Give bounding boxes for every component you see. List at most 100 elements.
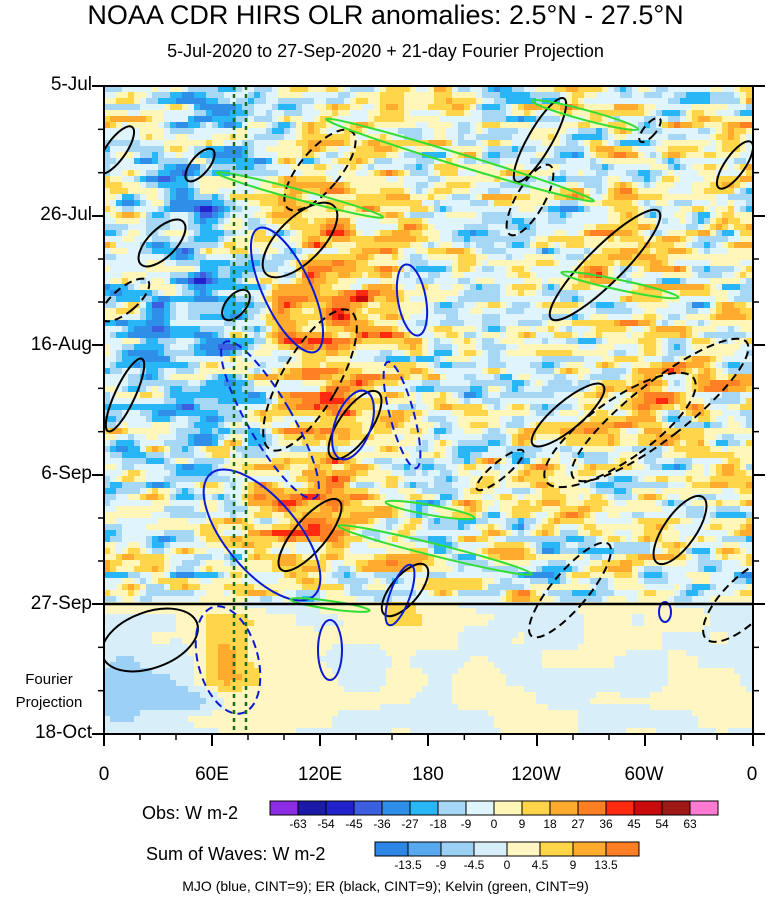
field-cell <box>440 248 447 255</box>
field-cell <box>260 284 267 291</box>
field-cell <box>740 266 747 273</box>
field-cell <box>182 272 189 279</box>
field-cell <box>170 278 177 285</box>
field-cell <box>692 332 699 339</box>
field-cell <box>278 194 285 201</box>
field-cell <box>734 122 741 129</box>
field-cell <box>248 152 255 159</box>
field-cell <box>308 314 315 321</box>
field-cell <box>668 86 675 93</box>
field-cell <box>380 284 387 291</box>
field-cell <box>296 92 303 99</box>
field-cell <box>554 194 561 201</box>
field-cell <box>182 152 189 159</box>
field-cell <box>338 194 345 201</box>
field-cell <box>116 290 123 297</box>
field-cell <box>152 290 159 297</box>
field-cell <box>368 122 375 129</box>
field-cell <box>230 344 237 351</box>
field-cell <box>188 200 195 207</box>
field-cell <box>104 338 111 345</box>
field-cell <box>308 338 315 345</box>
field-cell <box>566 182 573 189</box>
field-cell <box>554 290 561 297</box>
field-cell <box>524 332 531 339</box>
field-cell <box>488 308 495 315</box>
field-cell <box>530 350 537 357</box>
field-cell <box>374 326 381 333</box>
field-cell <box>218 344 225 351</box>
field-cell <box>158 212 165 219</box>
field-cell <box>722 284 729 291</box>
field-cell <box>164 164 171 171</box>
field-cell <box>296 140 303 147</box>
field-cell <box>722 242 729 249</box>
field-cell <box>452 242 459 249</box>
field-cell <box>704 146 711 153</box>
field-cell <box>398 116 405 123</box>
field-cell <box>344 332 351 339</box>
field-cell <box>740 236 747 243</box>
field-cell <box>452 332 459 339</box>
field-cell <box>710 158 717 165</box>
field-cell <box>248 326 255 333</box>
field-cell <box>620 290 627 297</box>
field-cell <box>158 164 165 171</box>
field-cell <box>128 338 135 345</box>
field-cell <box>128 200 135 207</box>
field-cell <box>158 92 165 99</box>
field-cell <box>314 194 321 201</box>
field-cell <box>362 338 369 345</box>
field-cell <box>164 278 171 285</box>
field-cell <box>560 338 567 345</box>
field-cell <box>470 116 477 123</box>
field-cell <box>566 134 573 141</box>
field-cell <box>344 314 351 321</box>
field-cell <box>692 254 699 261</box>
field-cell <box>296 284 303 291</box>
field-cell <box>116 260 123 267</box>
field-cell <box>260 302 267 309</box>
field-cell <box>734 230 741 237</box>
field-cell <box>368 284 375 291</box>
field-cell <box>644 170 651 177</box>
field-cell <box>248 350 255 357</box>
field-cell <box>476 290 483 297</box>
field-cell <box>698 314 705 321</box>
field-cell <box>572 344 579 351</box>
field-cell <box>416 104 423 111</box>
field-cell <box>428 134 435 141</box>
field-cell <box>530 332 537 339</box>
field-cell <box>422 356 429 363</box>
field-cell <box>488 116 495 123</box>
field-cell <box>116 116 123 123</box>
field-cell <box>512 308 519 315</box>
field-cell <box>284 92 291 99</box>
field-cell <box>668 188 675 195</box>
field-cell <box>182 200 189 207</box>
field-cell <box>128 344 135 351</box>
field-cell <box>518 218 525 225</box>
field-cell <box>332 278 339 285</box>
field-cell <box>404 200 411 207</box>
field-cell <box>320 224 327 231</box>
field-cell <box>326 248 333 255</box>
field-cell <box>488 332 495 339</box>
field-cell <box>578 92 585 99</box>
field-cell <box>590 356 597 363</box>
field-cell <box>404 218 411 225</box>
field-cell <box>578 290 585 297</box>
field-cell <box>716 212 723 219</box>
field-cell <box>320 284 327 291</box>
field-cell <box>110 314 117 321</box>
field-cell <box>206 308 213 315</box>
field-cell <box>314 182 321 189</box>
field-cell <box>710 140 717 147</box>
field-cell <box>320 182 327 189</box>
field-cell <box>254 332 261 339</box>
field-cell <box>152 350 159 357</box>
field-cell <box>278 320 285 327</box>
field-cell <box>704 98 711 105</box>
field-cell <box>236 248 243 255</box>
field-cell <box>230 146 237 153</box>
